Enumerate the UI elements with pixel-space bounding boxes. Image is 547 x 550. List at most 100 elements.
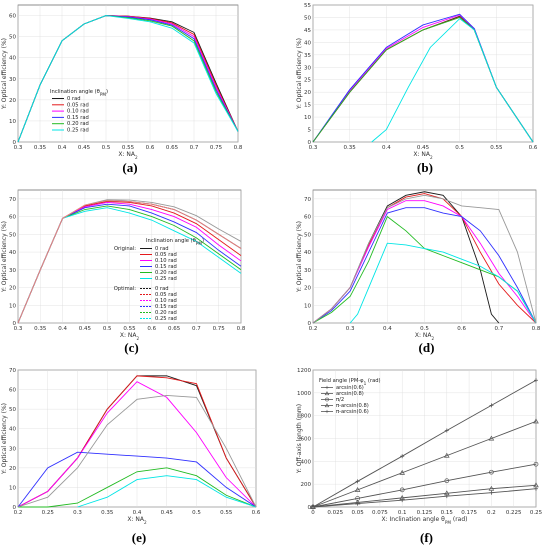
x-tick-label: 0.8 — [532, 326, 541, 332]
y-tick-label: 70 — [304, 197, 311, 203]
x-axis-label: X: NA2 — [413, 151, 433, 160]
chart-panel-f: 0 0.025 0.05 0.075 0.1 0.125 0.15 0.175 0.2 0.225… — [296, 368, 543, 545]
x-tick-label: 0.6 — [147, 326, 156, 332]
legend-entry-label: 0.25 rad — [155, 276, 177, 282]
x-tick-label: 0.1 — [398, 510, 407, 516]
legend-entry-label: arcsin(0.8) — [336, 391, 364, 397]
x-tick-label: 0.8 — [237, 326, 246, 332]
x-tick-label: 0.2 — [14, 510, 23, 516]
x-tick-label: 0.75 — [213, 326, 226, 332]
y-tick-label: 0 — [308, 321, 312, 327]
panel-caption: (e) — [132, 530, 146, 545]
x-tick-label: 0.025 — [327, 510, 343, 516]
data-point — [355, 496, 360, 501]
data-point — [400, 454, 405, 459]
x-tick-label: 0.25 — [530, 510, 543, 516]
data-point — [489, 490, 494, 495]
panel-caption: (f) — [420, 530, 433, 545]
legend-entry-label: 0.15 rad — [155, 264, 177, 270]
legend-entry-label: 0.05 rad — [67, 102, 89, 108]
series-line-5 — [18, 467, 257, 508]
y-tick-label: 30 — [9, 268, 16, 274]
data-point — [534, 486, 538, 491]
series-line-5 — [312, 379, 537, 508]
x-tick-label: 0.25 — [42, 510, 55, 516]
x-tick-label: 0.45 — [417, 145, 430, 151]
y-tick-label: 45 — [304, 28, 311, 34]
series-line-4 — [312, 207, 537, 324]
x-tick-label: 0.5 — [103, 326, 112, 332]
legend-title: Inclination angle (θPM) — [50, 89, 108, 97]
y-tick-label: 10 — [9, 485, 16, 491]
y-tick-label: 50 — [304, 15, 311, 21]
legend-entry-label: 0.05 rad — [155, 252, 177, 258]
x-tick-label: 0.15 — [441, 510, 454, 516]
series-line-7 — [312, 194, 537, 324]
x-tick-label: 0.7 — [494, 326, 503, 332]
x-tick-label: 0.2 — [309, 326, 318, 332]
y-tick-label: 30 — [9, 77, 16, 83]
y-tick-label: 0 — [13, 505, 17, 511]
y-axis-label: Y: Optical efficiency (%) — [1, 403, 8, 475]
legend-title: Inclination angle (θPM) — [146, 238, 204, 246]
series-line-4 — [17, 451, 257, 508]
x-tick-label: 0.3 — [309, 145, 318, 151]
data-point — [444, 478, 450, 484]
legend-entry-label: 0.25 rad — [67, 128, 89, 134]
y-tick-label: 1200 — [297, 368, 311, 374]
y-tick-label: 40 — [304, 40, 311, 46]
data-point — [444, 428, 449, 433]
x-tick-label: 0.55 — [122, 145, 135, 151]
legend-entry-label: 0.20 rad — [67, 121, 89, 127]
data-point — [354, 486, 361, 492]
data-point — [399, 494, 406, 500]
x-tick-label: 0.175 — [461, 510, 477, 516]
series-line-1 — [312, 488, 537, 508]
y-tick-label: 60 — [9, 14, 16, 20]
y-tick-label: 60 — [304, 215, 311, 221]
x-tick-label: 0.4 — [383, 326, 392, 332]
legend-marker — [324, 391, 330, 396]
y-tick-label: 10 — [9, 119, 16, 125]
data-point — [399, 469, 406, 475]
data-point — [533, 482, 539, 488]
x-tick-label: 0.6 — [252, 510, 261, 516]
y-tick-label: 40 — [304, 250, 311, 256]
chart-panel-d: 0.2 0.3 0.4 0.5 0.6 0.7 0.8 0 10 20 30 40 50 60 70 X: N… — [296, 189, 541, 355]
data-point — [443, 490, 450, 496]
y-axis-label: Y: Optical efficiency (%) — [296, 38, 303, 110]
y-tick-label: 50 — [9, 35, 16, 41]
x-tick-label: 0.4 — [382, 145, 391, 151]
x-tick-label: 0.7 — [192, 326, 201, 332]
x-tick-label: 0.3 — [73, 510, 82, 516]
x-axis-label: X: NA2 — [127, 516, 147, 525]
x-tick-label: 0.7 — [190, 145, 199, 151]
data-point — [534, 378, 538, 383]
y-tick-label: 30 — [304, 65, 311, 71]
x-tick-label: 0.3 — [14, 145, 23, 151]
legend-entry-label: 0.15 rad — [67, 115, 89, 121]
legend-marker — [325, 409, 329, 414]
x-tick-label: 0.55 — [123, 326, 136, 332]
series-line-6 — [77, 475, 257, 508]
y-tick-label: 60 — [9, 215, 16, 221]
y-axis-label: Y: Off-axis length (mm) — [296, 404, 303, 474]
y-tick-label: 40 — [9, 56, 16, 62]
series-line-6 — [349, 242, 537, 324]
x-tick-label: 0.45 — [161, 510, 174, 516]
y-tick-label: 60 — [9, 388, 16, 394]
legend-group-optimal: Optimal: — [114, 286, 137, 292]
y-tick-label: 35 — [304, 53, 311, 59]
data-point — [488, 485, 495, 491]
x-axis-label: X: NA2 — [120, 332, 140, 341]
y-tick-label: 10 — [9, 303, 16, 309]
y-tick-label: 15 — [304, 103, 311, 109]
y-axis-label: Y: Optical efficiency (%) — [1, 38, 8, 110]
x-tick-label: 0.55 — [220, 510, 233, 516]
x-tick-label: 0.65 — [168, 326, 181, 332]
x-tick-label: 0.4 — [133, 510, 142, 516]
series-line-7 — [17, 394, 257, 508]
x-tick-label: 0.5 — [192, 510, 201, 516]
data-point — [355, 479, 360, 484]
